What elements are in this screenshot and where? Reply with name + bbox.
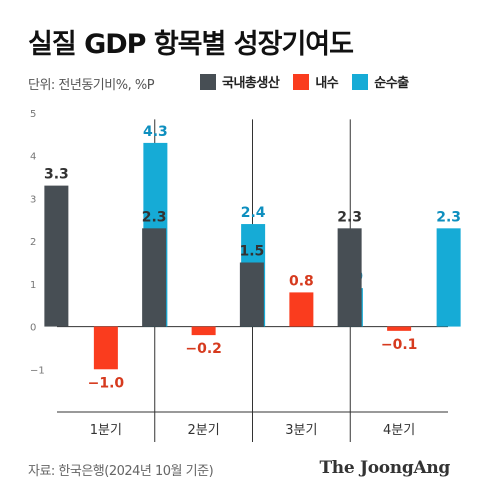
y-tick-label: 1 <box>30 280 36 291</box>
bar-gdp <box>44 185 69 327</box>
data-label-gdp: 3.3 <box>44 167 69 183</box>
brand-logo: The JoongAng <box>319 458 450 478</box>
bar-domestic <box>289 292 314 327</box>
unit-label: 단위: 전년동기비%, %P <box>28 78 155 93</box>
data-label-gdp: 2.3 <box>337 209 362 225</box>
bar-domestic <box>191 326 216 336</box>
legend-label-domestic: 내수 <box>315 76 339 91</box>
legend: 국내총생산 내수 순수출 <box>200 72 409 91</box>
x-tick-label: 2분기 <box>188 423 220 438</box>
y-tick-label: 5 <box>30 109 36 120</box>
data-label-net-exports: 2.3 <box>436 209 461 225</box>
bar-gdp <box>239 262 264 327</box>
data-label-gdp: 2.3 <box>142 209 167 225</box>
legend-label-net-exports: 순수출 <box>374 76 409 91</box>
x-tick-label: 4분기 <box>383 423 415 438</box>
data-label-domestic: −1.0 <box>88 375 125 391</box>
data-label-domestic: 0.8 <box>289 273 314 289</box>
bar-gdp <box>337 228 362 327</box>
y-tick-label: 2 <box>30 237 36 248</box>
legend-item-gdp: 국내총생산 <box>200 72 280 91</box>
x-tick-label: 3분기 <box>285 423 317 438</box>
chart-title: 실질 GDP 항목별 성장기여도 <box>28 29 354 60</box>
data-label-net-exports: 2.4 <box>241 205 266 221</box>
legend-item-net-exports: 순수출 <box>352 72 409 91</box>
y-tick-label: 0 <box>30 323 36 334</box>
y-tick-label: 3 <box>30 194 36 205</box>
bar-net-exports <box>436 228 461 327</box>
y-tick-label: 4 <box>30 152 36 163</box>
bar-domestic <box>93 326 118 370</box>
legend-swatch-gdp <box>200 73 216 90</box>
data-label-domestic: −0.1 <box>381 337 418 353</box>
legend-item-domestic: 내수 <box>293 72 339 91</box>
legend-swatch-domestic <box>293 73 310 90</box>
legend-swatch-net-exports <box>352 73 369 90</box>
y-tick-label: −1 <box>30 365 45 376</box>
x-tick-label: 1분기 <box>90 423 122 438</box>
bar-domestic <box>387 326 412 331</box>
source-note: 자료: 한국은행(2024년 10월 기준) <box>28 464 214 479</box>
bar-gdp <box>142 228 167 327</box>
data-label-net-exports: 4.3 <box>143 124 168 140</box>
data-label-gdp: 1.5 <box>239 244 264 260</box>
data-label-domestic: −0.2 <box>185 341 222 357</box>
legend-label-gdp: 국내총생산 <box>222 76 280 91</box>
